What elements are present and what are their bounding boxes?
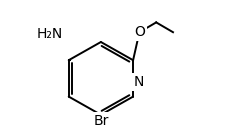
Text: Br: Br [93,114,109,128]
Text: H₂N: H₂N [37,27,63,41]
Text: O: O [134,25,145,39]
Text: N: N [134,75,144,89]
